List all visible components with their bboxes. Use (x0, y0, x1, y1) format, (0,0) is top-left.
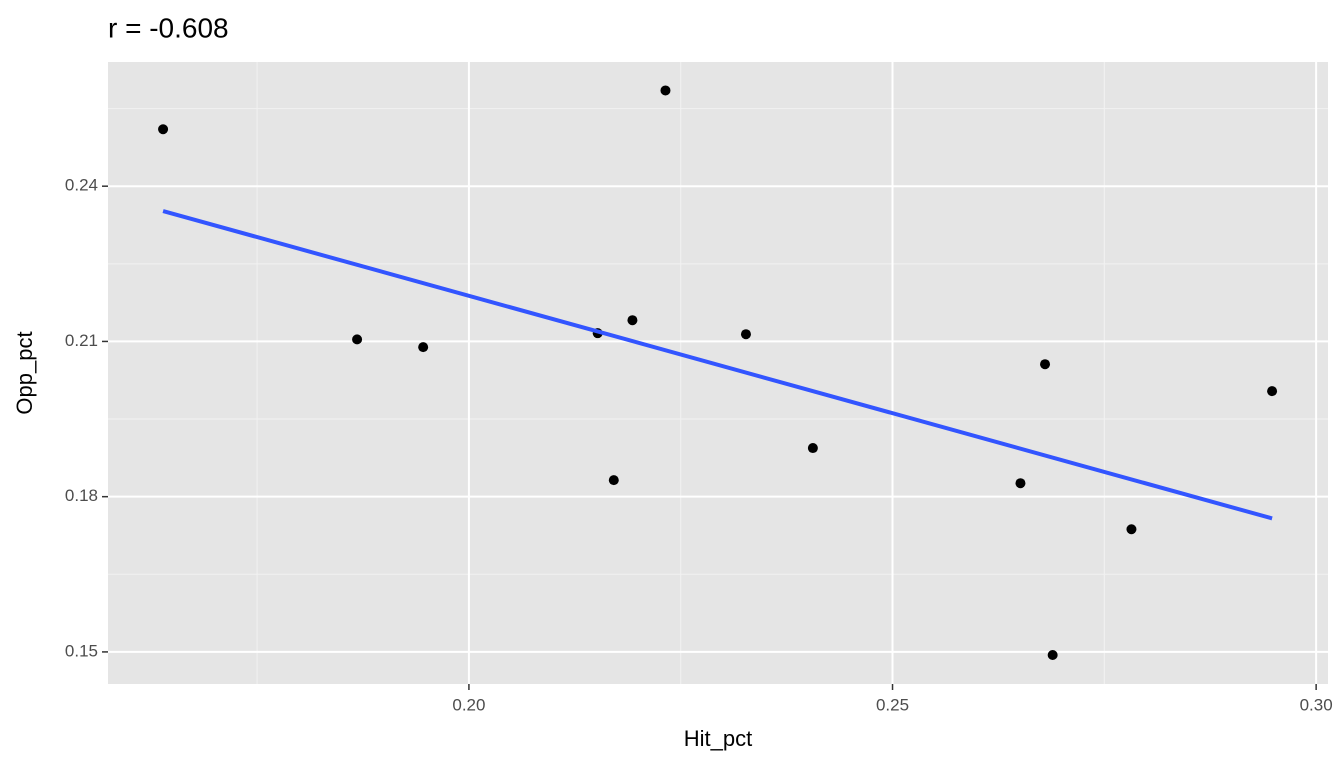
y-axis-title: Opp_pct (12, 331, 37, 414)
point (608, 475, 619, 486)
point (352, 334, 363, 345)
x-tick-label: 0.25 (876, 695, 909, 714)
point (660, 85, 671, 96)
point (158, 124, 169, 135)
point (1047, 650, 1058, 661)
point (418, 342, 429, 353)
panel (108, 62, 1328, 684)
point (807, 443, 818, 454)
point (1267, 386, 1278, 397)
y-tick-label: 0.15 (65, 641, 98, 660)
x-axis-title: Hit_pct (684, 726, 752, 751)
point (740, 329, 751, 340)
point (1015, 478, 1026, 489)
y-tick-label: 0.18 (65, 486, 98, 505)
chart-title: r = -0.608 (108, 12, 229, 43)
point (1126, 524, 1137, 535)
point (1040, 359, 1051, 370)
x-tick-label: 0.30 (1300, 695, 1333, 714)
x-tick-label: 0.20 (452, 695, 485, 714)
y-tick-label: 0.24 (65, 176, 98, 195)
y-tick-label: 0.21 (65, 331, 98, 350)
point (627, 315, 638, 326)
trend-line (162, 209, 1273, 521)
